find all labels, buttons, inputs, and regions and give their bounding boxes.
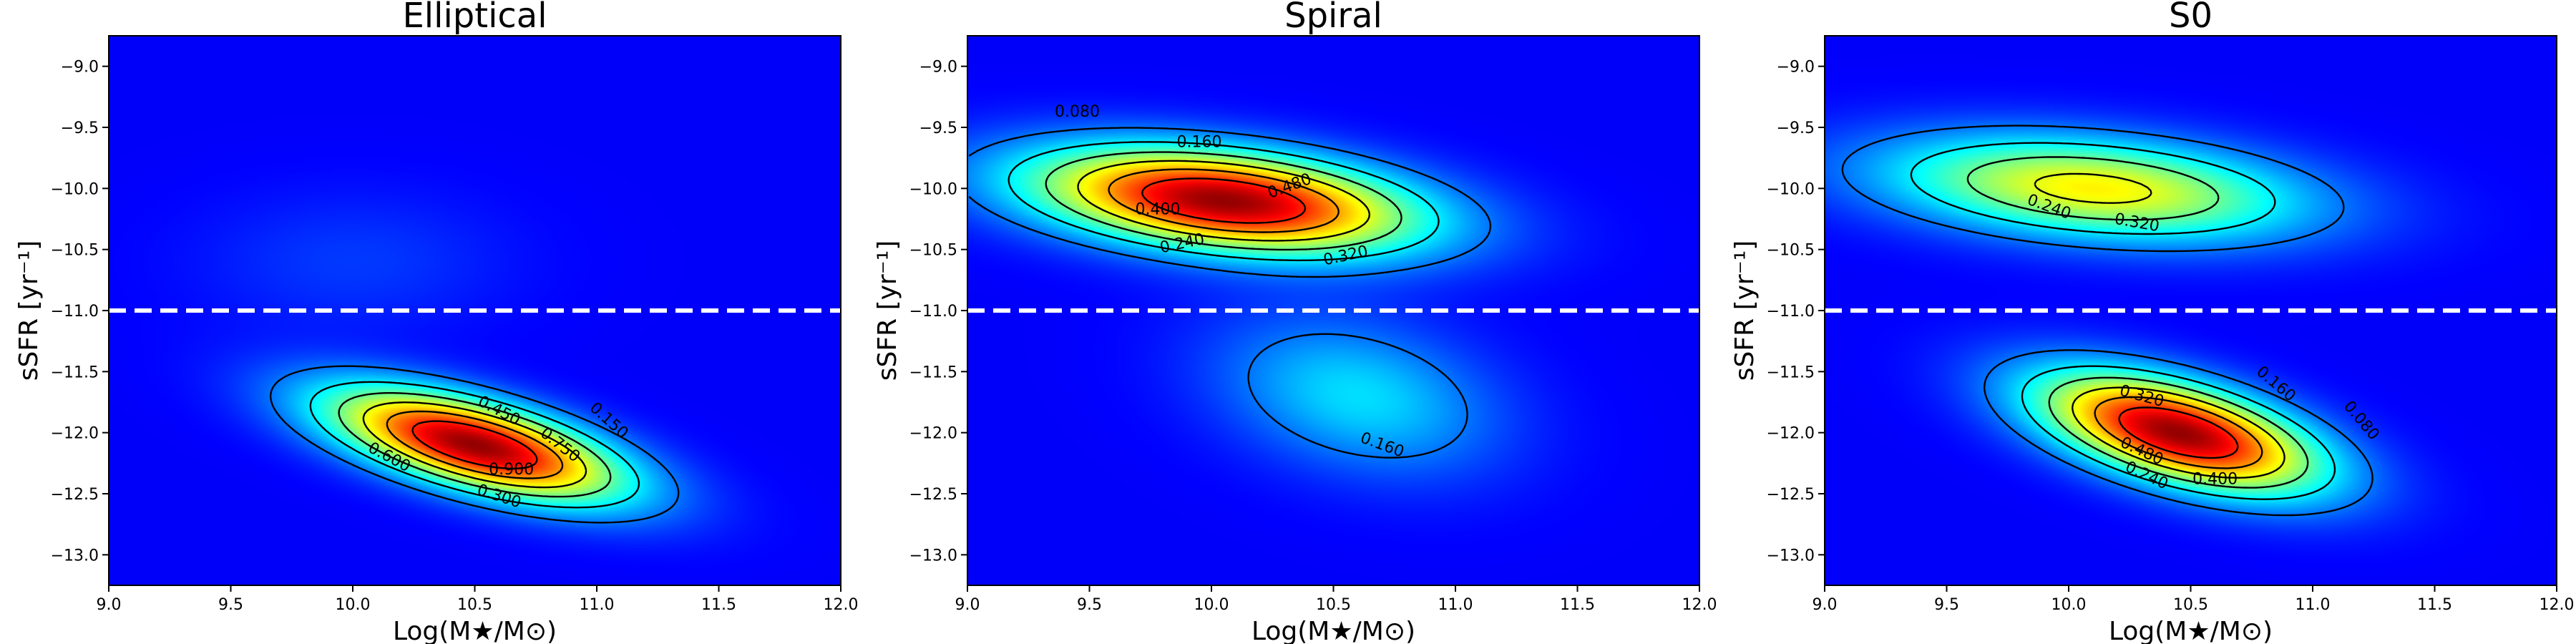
y-axis-label: sSFR [yr⁻¹] xyxy=(14,240,44,381)
y-tick-label: −11.5 xyxy=(909,364,957,381)
y-tick-label: −11.0 xyxy=(1767,303,1815,321)
x-tick-label: 10.5 xyxy=(2173,596,2208,614)
contour-line xyxy=(1966,156,2309,489)
contour-line xyxy=(1910,142,2336,500)
contour-line xyxy=(269,365,680,524)
y-tick-label: −13.0 xyxy=(909,547,957,565)
y-tick-label: −9.5 xyxy=(919,119,957,137)
x-tick-label: 9.0 xyxy=(1813,596,1838,614)
contour-label: 0.400 xyxy=(2192,471,2238,489)
contour-line xyxy=(1108,168,1340,233)
contour-label: 0.080 xyxy=(1055,103,1100,121)
y-tick-label: −11.0 xyxy=(909,303,957,321)
x-tick-label: 12.0 xyxy=(2540,596,2575,614)
x-tick-label: 10.5 xyxy=(1316,596,1351,614)
x-tick-label: 11.0 xyxy=(2296,596,2331,614)
contour-line xyxy=(2034,172,2285,479)
x-tick-label: 10.0 xyxy=(2051,596,2087,614)
y-tick-label: −12.0 xyxy=(909,425,957,443)
y-tick-label: −11.5 xyxy=(51,364,99,381)
y-tick-label: −12.0 xyxy=(51,425,99,443)
contour-label: 0.400 xyxy=(1135,200,1180,218)
y-tick-label: −11.0 xyxy=(51,303,99,321)
y-tick-label: −10.0 xyxy=(1767,180,1815,198)
contour-label: 0.160 xyxy=(1176,133,1221,151)
contour-line xyxy=(386,410,564,479)
y-tick-label: −9.0 xyxy=(1777,59,1815,77)
y-tick-label: −13.0 xyxy=(51,547,99,565)
y-tick-label: −11.5 xyxy=(1767,364,1815,381)
x-tick-label: 12.0 xyxy=(1682,596,1717,614)
y-tick-label: −9.5 xyxy=(1777,119,1815,137)
x-tick-label: 9.0 xyxy=(97,596,122,614)
contour-line xyxy=(338,392,612,498)
panel-title: Elliptical xyxy=(402,0,547,36)
contour-line xyxy=(362,401,587,489)
y-tick-label: −12.5 xyxy=(51,486,99,504)
y-tick-label: −10.0 xyxy=(51,180,99,198)
x-tick-label: 11.0 xyxy=(580,596,615,614)
x-tick-label: 11.5 xyxy=(1560,596,1595,614)
y-tick-label: −10.5 xyxy=(1767,242,1815,260)
contour-line xyxy=(968,127,1492,459)
panel-title: S0 xyxy=(2169,0,2212,36)
x-tick-label: 11.5 xyxy=(2417,596,2452,614)
y-tick-label: −9.5 xyxy=(61,119,99,137)
y-tick-label: −10.5 xyxy=(51,242,99,260)
x-tick-label: 11.0 xyxy=(1438,596,1473,614)
y-tick-label: −9.0 xyxy=(61,59,99,77)
y-tick-label: −9.0 xyxy=(919,59,957,77)
y-axis-label: sSFR [yr⁻¹] xyxy=(1730,240,1760,381)
contour-line xyxy=(1841,125,2373,517)
x-axis-label: Log(M★/M⊙) xyxy=(393,617,557,644)
y-tick-label: −10.5 xyxy=(909,242,957,260)
x-tick-label: 9.5 xyxy=(1077,596,1102,614)
contour-line xyxy=(1141,177,1307,224)
x-tick-label: 9.5 xyxy=(218,596,243,614)
contour-line xyxy=(411,420,538,470)
contour-line xyxy=(309,381,640,509)
y-tick-label: −10.0 xyxy=(909,180,957,198)
x-tick-label: 12.0 xyxy=(824,596,859,614)
x-tick-label: 11.5 xyxy=(701,596,736,614)
contour-line xyxy=(1008,141,1440,262)
x-tick-label: 10.0 xyxy=(336,596,371,614)
x-axis-label: Log(M★/M⊙) xyxy=(2109,617,2273,644)
x-axis-label: Log(M★/M⊙) xyxy=(1252,617,1415,644)
contour-line xyxy=(1077,160,1371,242)
y-tick-label: −12.5 xyxy=(1767,486,1815,504)
y-axis-label: sSFR [yr⁻¹] xyxy=(873,240,902,381)
contour-line xyxy=(2118,406,2239,459)
contour-line xyxy=(1045,151,1402,251)
x-tick-label: 9.5 xyxy=(1934,596,1959,614)
x-tick-label: 9.0 xyxy=(955,596,980,614)
y-tick-label: −13.0 xyxy=(1767,547,1815,565)
y-tick-label: −12.0 xyxy=(1767,425,1815,443)
contour-line xyxy=(2094,396,2263,469)
panel-title: Spiral xyxy=(1284,0,1382,36)
contour-label: 0.900 xyxy=(489,461,534,479)
x-tick-label: 10.5 xyxy=(457,596,492,614)
y-tick-label: −12.5 xyxy=(909,486,957,504)
x-tick-label: 10.0 xyxy=(1194,596,1229,614)
